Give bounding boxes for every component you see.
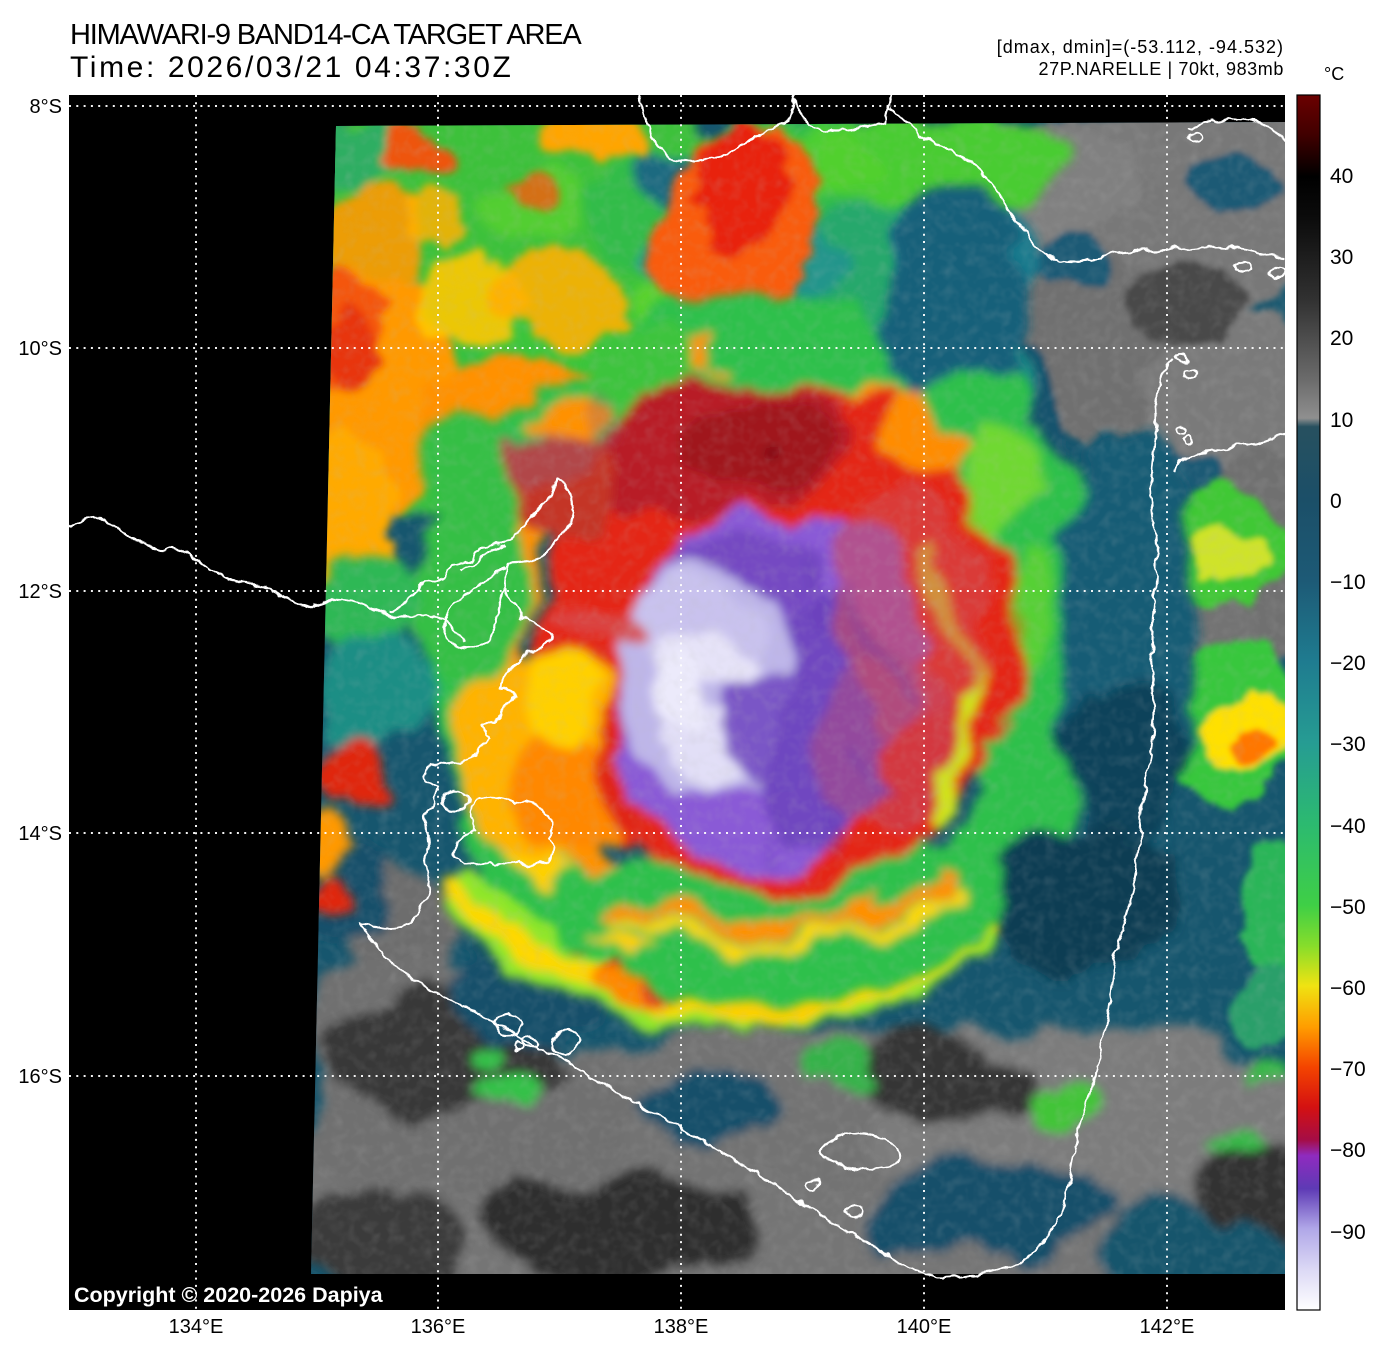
svg-text:[dmax, dmin]=(-53.112, -94.532: [dmax, dmin]=(-53.112, -94.532): [997, 37, 1284, 57]
svg-text:27P.NARELLE | 70kt, 983mb: 27P.NARELLE | 70kt, 983mb: [1039, 59, 1284, 79]
svg-text:−10: −10: [1330, 571, 1366, 594]
svg-text:12°S: 12°S: [18, 581, 62, 603]
svg-text:30: 30: [1330, 246, 1353, 269]
svg-text:40: 40: [1330, 165, 1353, 188]
svg-text:8°S: 8°S: [30, 96, 62, 118]
svg-text:10: 10: [1330, 409, 1353, 432]
svg-text:°C: °C: [1324, 64, 1344, 84]
svg-text:−70: −70: [1330, 1058, 1366, 1081]
svg-text:Time: 2026/03/21 04:37:30Z: Time: 2026/03/21 04:37:30Z: [70, 51, 513, 84]
svg-text:14°S: 14°S: [18, 823, 62, 845]
svg-text:10°S: 10°S: [18, 338, 62, 360]
svg-text:138°E: 138°E: [654, 1316, 709, 1338]
svg-text:140°E: 140°E: [897, 1316, 952, 1338]
svg-text:0: 0: [1330, 490, 1342, 513]
svg-text:−20: −20: [1330, 652, 1366, 675]
svg-text:142°E: 142°E: [1140, 1316, 1195, 1338]
svg-text:−40: −40: [1330, 815, 1366, 838]
svg-text:Copyright © 2020-2026 Dapiya: Copyright © 2020-2026 Dapiya: [74, 1283, 384, 1307]
svg-text:134°E: 134°E: [169, 1316, 224, 1338]
svg-text:−90: −90: [1330, 1221, 1366, 1244]
svg-text:HIMAWARI-9 BAND14-CA TARGET AR: HIMAWARI-9 BAND14-CA TARGET AREA: [70, 19, 582, 51]
svg-text:−80: −80: [1330, 1139, 1366, 1162]
svg-text:−30: −30: [1330, 733, 1366, 756]
svg-text:136°E: 136°E: [411, 1316, 466, 1338]
svg-text:−60: −60: [1330, 977, 1366, 1000]
svg-text:16°S: 16°S: [18, 1066, 62, 1088]
svg-text:−50: −50: [1330, 896, 1366, 919]
svg-text:20: 20: [1330, 327, 1353, 350]
